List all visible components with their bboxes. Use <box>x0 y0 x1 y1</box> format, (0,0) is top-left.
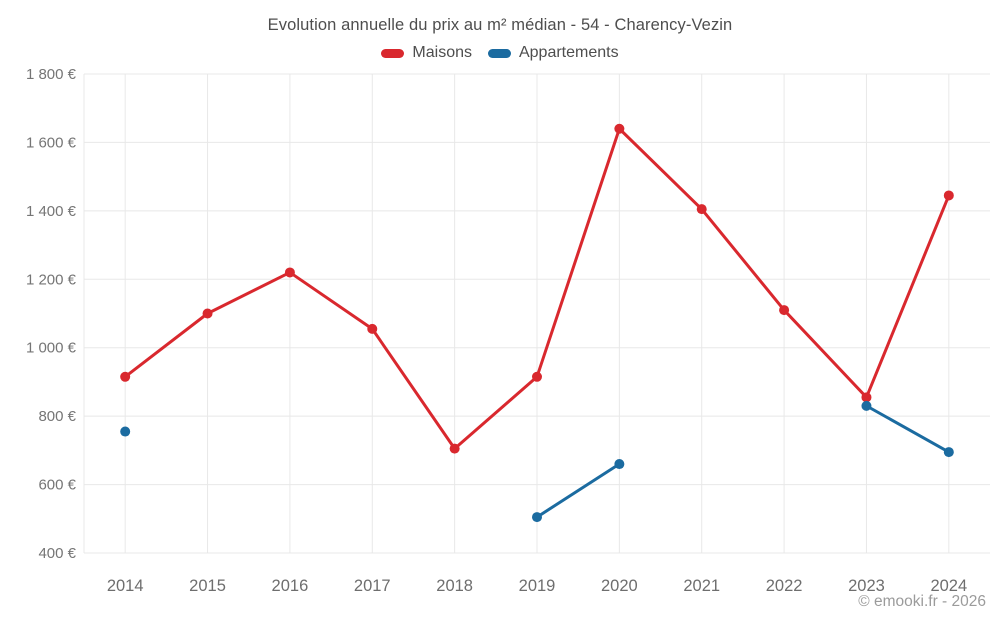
appartements-point <box>614 459 625 470</box>
appartements-point <box>532 512 542 523</box>
maisons-point <box>367 323 378 334</box>
appartements-point <box>861 400 872 411</box>
maisons-point <box>696 204 707 215</box>
y-axis-tick-label: 1 000 € <box>26 340 77 357</box>
x-axis-tick-label: 2022 <box>766 577 803 595</box>
chart-legend: Maisons Appartements <box>0 44 1000 62</box>
maisons-point <box>943 190 954 201</box>
x-axis-tick-label: 2016 <box>272 577 309 595</box>
maisons-point <box>120 371 131 382</box>
y-axis-tick-label: 1 800 € <box>26 66 77 83</box>
maisons-point <box>449 443 460 454</box>
appartements-point <box>943 447 954 458</box>
appartements-line <box>864 404 951 454</box>
appartements-swatch-icon <box>487 48 511 58</box>
x-axis-tick-label: 2015 <box>189 577 226 595</box>
y-axis-tick-label: 400 € <box>38 545 76 562</box>
y-axis-tick-label: 1 400 € <box>26 203 77 220</box>
legend-item-appartements: Appartements <box>487 44 619 62</box>
legend-item-maisons: Maisons <box>381 44 472 62</box>
maisons-point <box>532 371 542 382</box>
x-axis-tick-label: 2017 <box>354 577 391 595</box>
x-axis-tick-label: 2024 <box>930 577 967 595</box>
copyright-credit: © emooki.fr - 2026 <box>858 593 986 610</box>
x-axis-tick-label: 2019 <box>519 577 556 595</box>
x-axis-tick-label: 2018 <box>436 577 473 595</box>
x-axis-tick-label: 2014 <box>107 577 144 595</box>
appartements-line <box>535 462 621 519</box>
maisons-point <box>284 267 295 278</box>
x-axis-tick-label: 2023 <box>848 577 885 595</box>
maisons-point <box>202 308 213 319</box>
appartements-legend-label: Appartements <box>518 44 619 61</box>
appartements-point <box>120 426 131 437</box>
y-axis-tick-label: 1 200 € <box>26 271 77 288</box>
y-axis-tick-label: 800 € <box>38 408 76 425</box>
maisons-legend-label: Maisons <box>412 44 472 61</box>
y-axis-tick-label: 600 € <box>38 477 76 494</box>
maisons-point <box>861 392 872 403</box>
chart-title: Evolution annuelle du prix au m² médian … <box>267 16 733 34</box>
x-axis-tick-label: 2020 <box>601 577 638 595</box>
x-axis-tick-label: 2021 <box>683 577 720 595</box>
maisons-point <box>614 123 625 134</box>
maisons-point <box>779 305 790 316</box>
y-axis-tick-label: 1 600 € <box>26 134 77 151</box>
maisons-swatch-icon <box>381 48 405 58</box>
